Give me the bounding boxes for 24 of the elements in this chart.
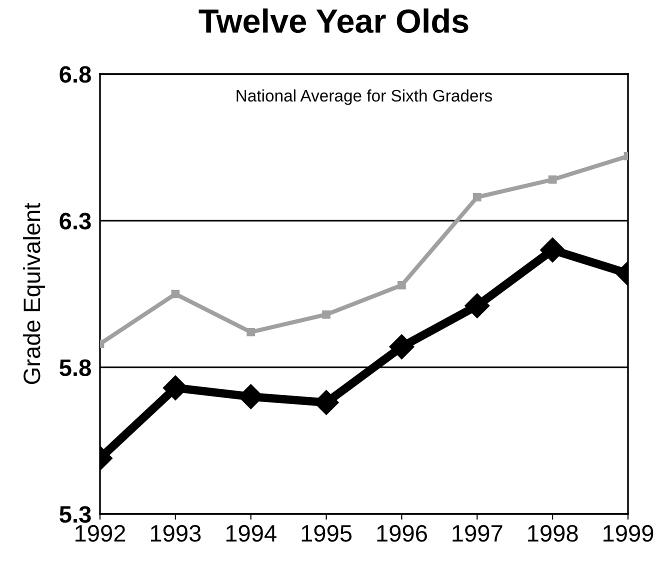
- point: [398, 281, 406, 290]
- y-axis-title: Grade Equivalent: [22, 202, 45, 384]
- x-tick-label: 1997: [452, 525, 502, 542]
- point: [472, 193, 482, 202]
- x-tick-label: 1993: [150, 525, 201, 542]
- x-tick-label: 1998: [528, 525, 578, 542]
- x-tick-label: 1994: [226, 525, 276, 542]
- point: [246, 328, 256, 336]
- y-tick-label: 6.3: [60, 212, 91, 230]
- y-tick-label: 5.8: [60, 359, 91, 376]
- chart-title: Twelve Year Olds: [198, 8, 468, 33]
- point: [548, 175, 557, 184]
- point: [322, 310, 330, 319]
- y-tick-label: 5.3: [60, 506, 91, 523]
- annotation: National Average for Sixth Graders: [236, 89, 492, 105]
- x-tick-label: 1999: [604, 525, 654, 542]
- y-tick-label: 6.8: [60, 66, 91, 83]
- point: [171, 290, 180, 298]
- x-tick-label: 1996: [377, 525, 427, 542]
- x-tick-label: 1992: [76, 525, 126, 542]
- point: [540, 238, 566, 262]
- point: [464, 293, 490, 318]
- point: [389, 334, 414, 360]
- x-tick-label: 1995: [302, 525, 352, 542]
